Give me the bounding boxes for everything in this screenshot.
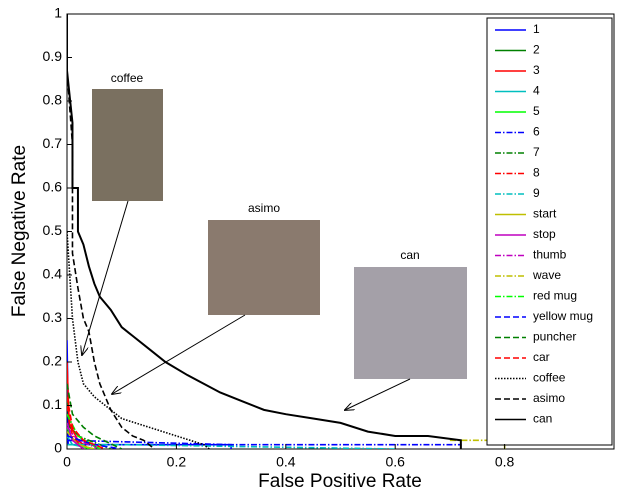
- y-tick-label: 0.7: [43, 135, 63, 151]
- series-line: [67, 383, 123, 449]
- series-line: [67, 413, 101, 449]
- y-tick-label: 0.5: [43, 222, 63, 238]
- legend-label: 7: [533, 145, 540, 159]
- legend-label: 1: [533, 22, 540, 36]
- legend-label: yellow mug: [533, 309, 593, 323]
- series-line: [67, 231, 210, 449]
- series-line: [67, 426, 101, 449]
- legend-label: car: [533, 350, 550, 364]
- y-tick-label: 0: [54, 440, 62, 456]
- y-tick-label: 0.6: [43, 179, 63, 195]
- annotation: can: [400, 248, 419, 262]
- x-tick-label: 0: [63, 454, 71, 470]
- inset-photo: [92, 89, 163, 201]
- annotation-arrow: [345, 378, 411, 410]
- inset-coffee: [82, 89, 163, 355]
- legend-label: wave: [532, 268, 561, 282]
- legend-label: 8: [533, 166, 540, 180]
- x-tick-label: 0.4: [276, 454, 296, 470]
- inset-photo: [354, 267, 467, 379]
- y-tick-label: 0.9: [43, 48, 63, 64]
- x-tick-label: 0.6: [385, 454, 405, 470]
- x-tick-label: 0.2: [167, 454, 187, 470]
- x-axis-label: False Positive Rate: [258, 471, 422, 492]
- legend-label: puncher: [533, 330, 576, 344]
- y-tick-label: 0.1: [43, 396, 63, 412]
- legend-label: start: [533, 207, 557, 221]
- series-line: [67, 396, 106, 449]
- annotation: asimo: [248, 201, 280, 215]
- legend-label: 4: [533, 84, 540, 98]
- annotation: coffee: [111, 71, 144, 85]
- legend-label: thumb: [533, 248, 567, 262]
- annotation-arrow: [112, 314, 246, 394]
- series-line: [67, 14, 462, 449]
- y-tick-label: 0.4: [43, 266, 63, 282]
- y-tick-label: 0.8: [43, 92, 63, 108]
- x-tick-label: 0.8: [495, 454, 515, 470]
- series-line: [67, 443, 396, 449]
- series-line: [67, 70, 156, 449]
- inset-asimo: [112, 220, 320, 394]
- legend-label: coffee: [533, 371, 566, 385]
- y-tick-label: 1: [54, 5, 62, 21]
- annotation-arrow: [82, 200, 129, 355]
- legend: [486, 17, 613, 446]
- legend-label: 2: [533, 43, 540, 57]
- y-tick-label: 0.2: [43, 353, 63, 369]
- legend-label: 3: [533, 63, 540, 77]
- inset-photo: [208, 220, 320, 315]
- legend-label: asimo: [533, 391, 565, 405]
- legend-label: stop: [533, 227, 556, 241]
- legend-label: red mug: [533, 289, 577, 303]
- y-axis-label: False Negative Rate: [9, 145, 30, 317]
- inset-can: [345, 267, 467, 410]
- y-tick-label: 0.3: [43, 309, 63, 325]
- legend-label: 5: [533, 104, 540, 118]
- legend-label: can: [533, 412, 552, 426]
- legend-label: 9: [533, 186, 540, 200]
- legend-label: 6: [533, 125, 540, 139]
